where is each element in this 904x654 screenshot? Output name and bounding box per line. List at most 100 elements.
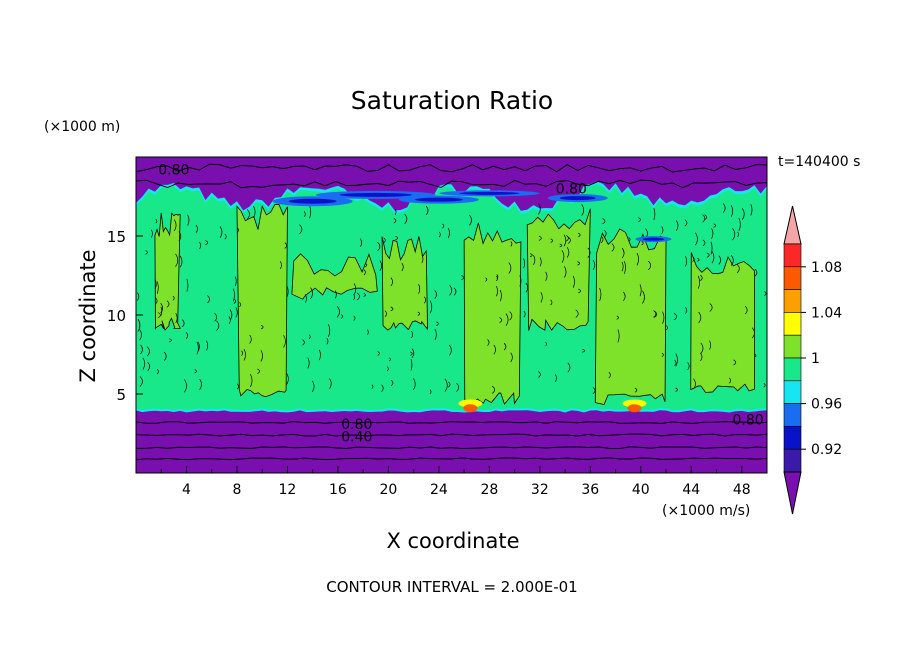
- contour-line: [709, 303, 713, 312]
- contour-line: [578, 288, 581, 294]
- contour-line: [246, 209, 250, 220]
- contour-line: [163, 351, 167, 361]
- contour-line: [305, 294, 307, 303]
- x-tick-label: 40: [632, 482, 650, 498]
- contour-line: [698, 311, 702, 324]
- contour-line: [575, 309, 579, 318]
- contour-line: [136, 433, 767, 437]
- contour-line: [260, 325, 264, 330]
- x-tick-label: 4: [182, 482, 191, 498]
- contour-line: [249, 334, 252, 344]
- contour-line: [156, 368, 159, 375]
- x-tick-label: 16: [329, 482, 347, 498]
- contour-line: [438, 231, 441, 238]
- contour-line: [624, 261, 626, 274]
- contour-line: [336, 306, 340, 318]
- contour-line: [286, 285, 289, 298]
- contour-line: [155, 218, 158, 224]
- contour-line: [146, 346, 150, 357]
- contour-line: [638, 217, 641, 223]
- x-axis-label-wrap: X coordinate: [0, 529, 904, 553]
- contour-line: [697, 275, 701, 289]
- contour-line: [199, 241, 202, 250]
- contour-line: [751, 327, 755, 339]
- contour-line: [764, 291, 767, 296]
- contour-line: [697, 258, 700, 262]
- contour-line: [229, 309, 233, 321]
- contour-line: [449, 344, 452, 356]
- contour-line: [510, 241, 513, 247]
- contour-line: [564, 266, 567, 278]
- contour-line: [733, 359, 737, 366]
- contour-line: [353, 283, 357, 295]
- y-tick-label: 15: [107, 228, 126, 246]
- contour-line: [235, 307, 238, 318]
- contour-line: [545, 341, 548, 347]
- contour-line: [156, 281, 159, 294]
- contour-line: [496, 274, 499, 279]
- x-tick-label: 24: [430, 482, 448, 498]
- contour-line: [356, 292, 360, 301]
- contour-line: [410, 358, 413, 371]
- contour-line: [379, 260, 383, 272]
- contour-line: [442, 223, 445, 229]
- contour-line: [390, 379, 394, 387]
- contour-line: [166, 300, 170, 308]
- contour-line: [311, 380, 315, 393]
- contour-line: [383, 237, 386, 244]
- contour-line: [617, 329, 620, 343]
- contour-line: [411, 348, 415, 358]
- contour-line: [487, 339, 490, 346]
- contour-line: [737, 231, 740, 238]
- contour-line: [550, 238, 553, 243]
- contour-line: [700, 342, 704, 354]
- contour-line: [499, 289, 502, 302]
- lime-column: [594, 228, 667, 405]
- contour-line: [519, 275, 522, 287]
- contour-line: [417, 311, 421, 316]
- contour-line: [469, 214, 472, 226]
- supersaturated-patch: [627, 404, 642, 413]
- x-axis-label: X coordinate: [386, 529, 520, 553]
- contour-line: [636, 252, 639, 266]
- contour-line: [674, 359, 677, 367]
- y-tick-label: 10: [107, 307, 126, 325]
- colorbar-tick-label: 1.08: [811, 260, 842, 276]
- contour-line: [140, 344, 143, 355]
- contour-line: [137, 318, 141, 332]
- contour-line: [729, 377, 731, 384]
- contour-line: [302, 339, 305, 346]
- contour-line: [219, 226, 223, 239]
- contour-line: [692, 256, 695, 262]
- saturated-region: [136, 184, 767, 411]
- colorbar-swatch: [783, 266, 802, 290]
- contour-line: [706, 252, 710, 258]
- contour-line: [136, 421, 767, 424]
- contour-line: [401, 262, 404, 272]
- contour-line: [404, 213, 408, 225]
- contour-line: [545, 271, 548, 281]
- navy-streak: [642, 237, 665, 241]
- contour-line: [184, 379, 187, 393]
- contour-line: [299, 224, 303, 235]
- contour-line: [429, 389, 432, 395]
- contour-line: [492, 385, 495, 394]
- contour-line: [525, 282, 529, 293]
- contour-line: [505, 313, 509, 326]
- contour-line: [389, 357, 391, 362]
- contour-line: [381, 384, 384, 393]
- contour-line: [523, 310, 526, 318]
- contour-line: [578, 232, 581, 238]
- contour-line: [508, 262, 512, 274]
- contour-line: [139, 376, 143, 387]
- colorbar-swatch: [783, 426, 802, 450]
- contour-line: [503, 342, 507, 351]
- colorbar-swatch: [783, 243, 802, 268]
- contour-line: [260, 350, 263, 362]
- colorbar-swatch: [783, 380, 802, 404]
- contour-line: [205, 240, 209, 246]
- contour-line: [429, 300, 433, 314]
- contour-line: [731, 205, 733, 217]
- contour-line: [538, 235, 542, 241]
- contour-line: [353, 315, 356, 321]
